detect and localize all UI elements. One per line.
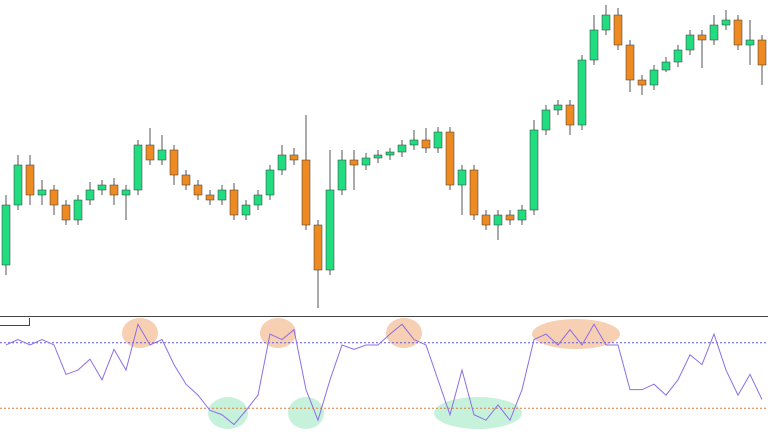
candle-body [493, 214, 503, 226]
candle-body [301, 159, 311, 226]
candle-body [481, 214, 491, 226]
candle-body [109, 184, 119, 196]
candle-body [529, 129, 539, 211]
candle-body [433, 131, 443, 149]
candle-body [169, 149, 179, 176]
candle-body [517, 209, 527, 221]
overbought-highlight [386, 318, 422, 348]
candle-body [553, 104, 563, 111]
candle-body [157, 149, 167, 161]
candle-body [613, 14, 623, 46]
candle-body [373, 154, 383, 159]
candle-body [85, 189, 95, 201]
candle-body [409, 139, 419, 146]
candle-body [25, 164, 35, 196]
oversold-highlight [434, 397, 522, 429]
candle-body [193, 184, 203, 196]
candle-body [337, 159, 347, 191]
candle-body [313, 224, 323, 271]
candle-body [565, 104, 575, 126]
panel-tab [0, 318, 30, 326]
candle-body [589, 29, 599, 61]
candle-body [1, 204, 11, 266]
candle-body [757, 39, 767, 66]
candle-body [253, 194, 263, 206]
candle-body [637, 79, 647, 86]
candle-body [361, 157, 371, 166]
candle-body [697, 34, 707, 41]
candle-body [133, 144, 143, 191]
candle-body [745, 39, 755, 46]
candle-body [685, 34, 695, 51]
candle-body [421, 139, 431, 149]
candle-body [229, 189, 239, 216]
candle-body [205, 194, 215, 201]
oscillator-line [5, 322, 763, 426]
candle-body [625, 44, 635, 81]
candle-body [121, 189, 131, 196]
oversold-highlight [208, 397, 248, 429]
candle-body [61, 204, 71, 221]
candle-body [505, 214, 515, 221]
candle-body [577, 59, 587, 126]
candle-body [601, 14, 611, 31]
candle-body [145, 144, 155, 161]
candle-body [217, 189, 227, 201]
candle-body [325, 189, 335, 271]
candle-body [661, 61, 671, 71]
candle-body [397, 144, 407, 153]
candle-body [73, 199, 83, 221]
candle-body [457, 169, 467, 186]
candle-body [181, 174, 191, 186]
candle-body [673, 49, 683, 63]
candle-body [37, 189, 47, 196]
candle-body [289, 154, 299, 161]
candle-body [277, 154, 287, 171]
candle-body [349, 159, 359, 166]
candle-body [49, 189, 59, 206]
candle-body [385, 151, 395, 156]
candle-body [709, 24, 719, 41]
candle-body [733, 19, 743, 46]
candle-body [445, 131, 455, 186]
candle-body [13, 164, 23, 206]
candle-body [265, 169, 275, 196]
candle-body [649, 69, 659, 86]
candle-body [469, 169, 479, 216]
candle-body [541, 109, 551, 131]
overbought-highlight [122, 318, 158, 348]
candle-body [241, 204, 251, 216]
candle-body [97, 184, 107, 191]
oversold-highlight [288, 397, 324, 429]
candle-body [721, 19, 731, 26]
